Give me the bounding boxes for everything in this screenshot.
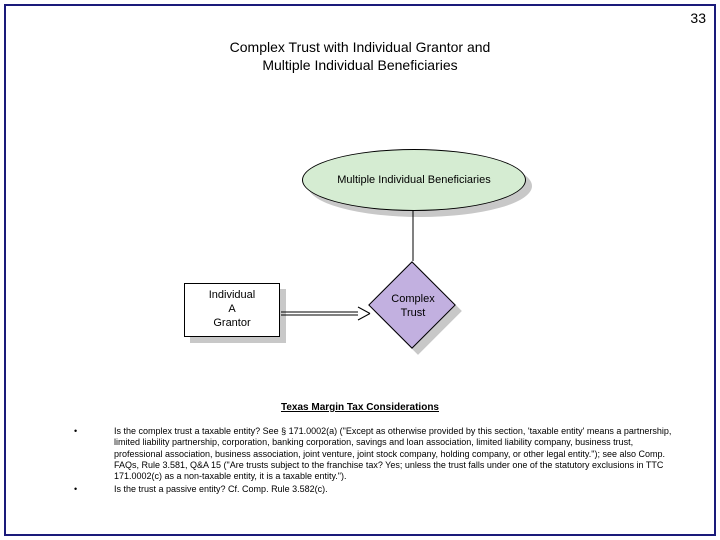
trust-diamond-label: Complex Trust: [372, 293, 454, 321]
bullet-1: Is the complex trust a taxable entity? S…: [74, 426, 680, 482]
considerations-list: Is the complex trust a taxable entity? S…: [74, 426, 680, 498]
grantor-line-2: A: [228, 303, 235, 315]
beneficiaries-ellipse: Multiple Individual Beneficiaries: [302, 149, 526, 211]
grantor-line-3: Grantor: [213, 317, 250, 329]
title-line-1: Complex Trust with Individual Grantor an…: [230, 39, 491, 55]
title-line-2: Multiple Individual Beneficiaries: [262, 57, 457, 73]
trust-line-1: Complex: [391, 293, 434, 305]
considerations-title: Texas Margin Tax Considerations: [0, 402, 720, 413]
slide-title: Complex Trust with Individual Grantor an…: [0, 38, 720, 74]
grantor-line-1: Individual: [209, 289, 255, 301]
bullet-2: Is the trust a passive entity? Cf. Comp.…: [74, 484, 680, 495]
trust-line-2: Trust: [401, 307, 426, 319]
page-number: 33: [690, 10, 706, 26]
grantor-box: Individual A Grantor: [184, 283, 280, 337]
beneficiaries-label: Multiple Individual Beneficiaries: [337, 174, 490, 186]
